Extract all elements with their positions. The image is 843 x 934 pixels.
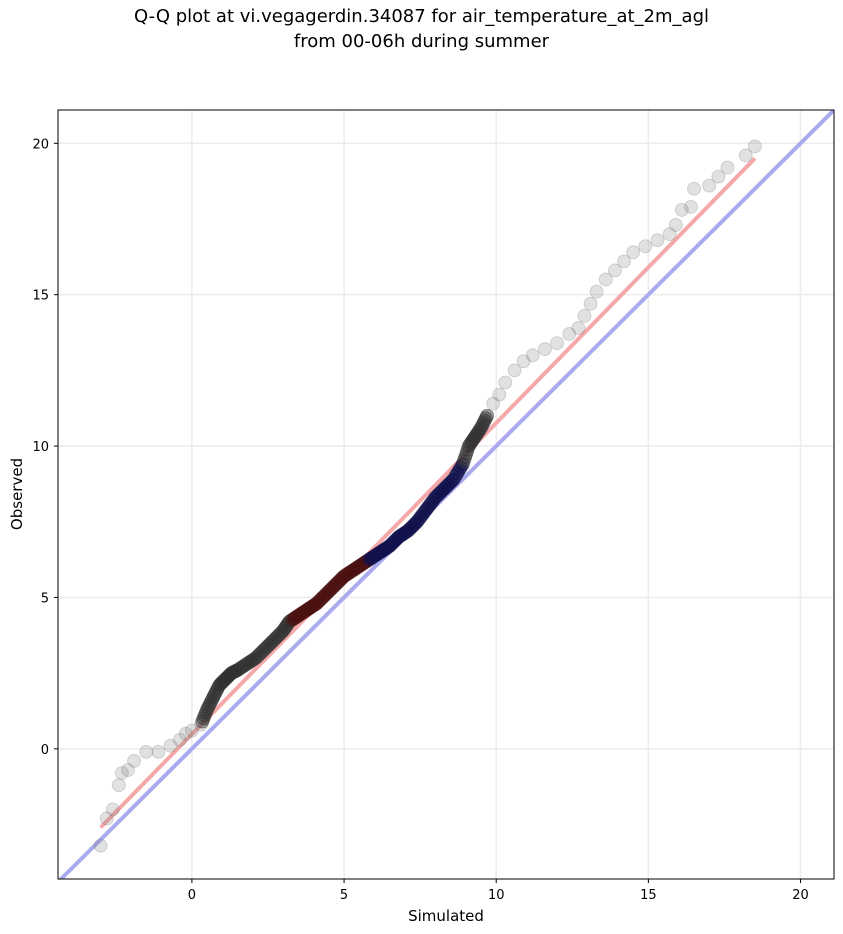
- quantile-point: [668, 218, 683, 232]
- quantile-point: [638, 239, 653, 254]
- quantile-point: [617, 254, 631, 269]
- chart-subtitle: from 00-06h during summer: [293, 31, 550, 52]
- grid: [58, 110, 834, 879]
- x-tick-label: 20: [792, 888, 809, 903]
- quantile-point: [151, 744, 166, 759]
- x-tick-label: 0: [188, 888, 196, 903]
- quantile-point: [121, 763, 135, 777]
- plot-frame: [57, 109, 835, 880]
- quantile-point: [577, 308, 592, 323]
- quantile-point: [486, 396, 501, 411]
- y-tick-label: 10: [32, 440, 49, 455]
- quantile-point: [163, 738, 178, 753]
- quantile-point: [571, 321, 586, 335]
- y-tick-label: 5: [41, 591, 49, 606]
- y-tick-label: 20: [32, 137, 49, 152]
- chart-title: Q-Q plot at vi.vegagerdin.34087 for air_…: [134, 6, 709, 27]
- x-tick-label: 5: [340, 888, 348, 903]
- quantile-point: [598, 272, 613, 287]
- quantile-point: [589, 284, 604, 299]
- x-tick-label: 10: [488, 888, 505, 903]
- quantile-point: [583, 296, 598, 311]
- y-axis-label: Observed: [8, 458, 26, 530]
- quantile-point: [480, 408, 494, 423]
- quantile-point: [93, 838, 108, 853]
- quantile-point: [178, 726, 193, 741]
- quantile-point: [674, 203, 689, 217]
- quantile-point: [139, 744, 154, 759]
- x-axis-label: Simulated: [408, 907, 484, 925]
- quantile-point: [684, 199, 698, 214]
- quantile-point: [99, 811, 114, 826]
- quantile-point: [507, 363, 522, 378]
- y-tick-label: 15: [32, 289, 49, 304]
- quantile-point: [538, 342, 552, 357]
- quantile-point: [498, 375, 513, 390]
- quantile-point: [516, 354, 531, 369]
- quantile-point: [626, 245, 641, 260]
- quantile-point: [105, 802, 120, 817]
- quantile-point: [184, 723, 199, 738]
- quantile-point: [720, 160, 735, 175]
- x-tick-label: 15: [640, 888, 657, 903]
- quantile-point: [662, 227, 677, 242]
- quantile-point: [687, 181, 701, 196]
- quantile-point: [525, 348, 540, 363]
- quantile-point: [478, 411, 493, 426]
- quantile-point: [115, 766, 129, 780]
- y-tick-label: 0: [41, 743, 49, 758]
- quantile-point: [747, 139, 762, 154]
- quantile-point: [492, 387, 507, 402]
- quantile-point: [111, 778, 126, 793]
- quantile-point: [127, 754, 141, 768]
- points: [93, 139, 762, 853]
- quantile-point: [650, 233, 665, 248]
- quantile-point: [738, 148, 753, 163]
- ticks: 0 5 10 15 20 0 5 10 15 20: [32, 137, 808, 903]
- quantile-point: [702, 178, 717, 193]
- quantile-point: [562, 327, 577, 341]
- quantile-point: [607, 263, 622, 278]
- quantile-point: [711, 169, 726, 184]
- quantile-point: [172, 732, 187, 747]
- quantile-point: [550, 336, 564, 351]
